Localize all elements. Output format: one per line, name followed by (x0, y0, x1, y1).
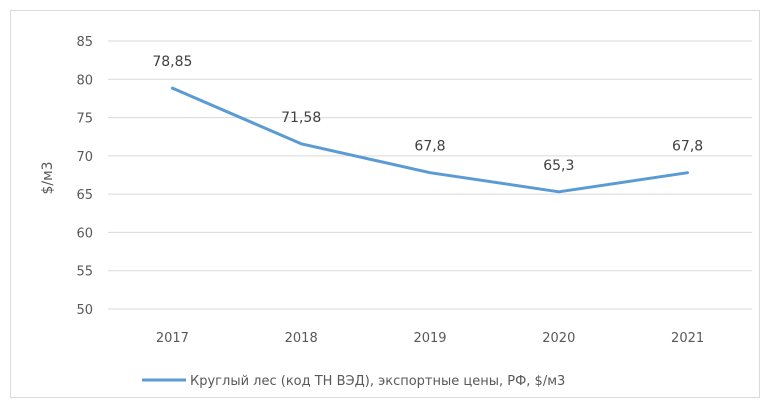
data-labels: 78,85 71,58 67,8 65,3 67,8 (152, 54, 703, 174)
x-tick-label: 2019 (413, 331, 446, 346)
legend: Круглый лес (код ТН ВЭД), экспортные цен… (142, 374, 565, 389)
y-tick-label: 50 (76, 303, 93, 318)
y-axis-label: $/м3 (40, 161, 56, 194)
data-label: 78,85 (152, 54, 192, 70)
x-tick-label: 2017 (156, 331, 189, 346)
data-label: 67,8 (414, 139, 445, 155)
x-tick-label: 2021 (671, 331, 704, 346)
x-axis-ticks: 2017 2018 2019 2020 2021 (156, 331, 704, 346)
y-tick-label: 60 (76, 226, 93, 241)
data-label: 71,58 (281, 110, 321, 126)
series-line (170, 86, 690, 194)
data-label: 67,8 (672, 139, 703, 155)
chart-frame (10, 10, 760, 398)
x-tick-label: 2018 (285, 331, 318, 346)
data-label: 65,3 (543, 158, 574, 174)
y-tick-label: 80 (76, 73, 93, 88)
y-tick-label: 70 (76, 150, 93, 165)
legend-label: Круглый лес (код ТН ВЭД), экспортные цен… (190, 374, 565, 389)
y-tick-label: 55 (76, 265, 93, 280)
gridlines (108, 40, 752, 310)
x-tick-label: 2020 (542, 331, 575, 346)
y-axis-ticks: 50 55 60 65 70 75 80 85 (76, 35, 93, 318)
y-tick-label: 65 (76, 188, 93, 203)
y-tick-label: 85 (76, 35, 93, 50)
y-tick-label: 75 (76, 112, 93, 127)
